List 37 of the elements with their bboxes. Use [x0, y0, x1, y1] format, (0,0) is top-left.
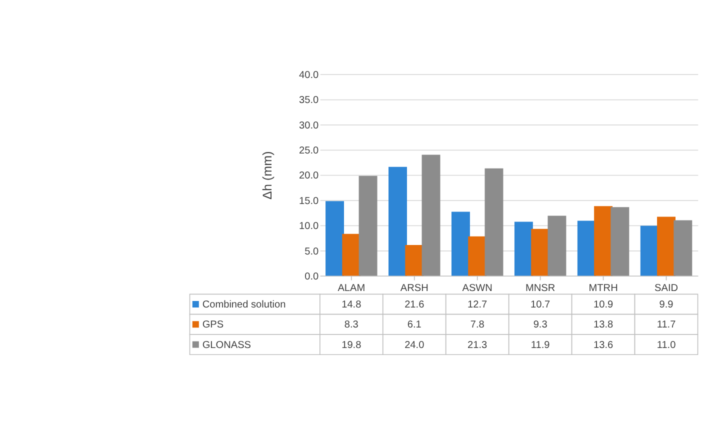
data-label: 24.0 [404, 340, 425, 351]
y-tick-label: 40.0 [299, 70, 320, 81]
data-label: 7.8 [470, 320, 485, 331]
data-label: 9.3 [533, 320, 548, 331]
data-label: 11.0 [656, 340, 676, 351]
x-tick-label: ARSH [400, 283, 428, 294]
y-tick-label: 25.0 [299, 146, 320, 157]
data-label: 19.8 [342, 340, 362, 351]
y-tick-label: 30.0 [299, 120, 320, 132]
y-tick-label: 20.0 [299, 170, 320, 182]
data-label: 10.9 [594, 300, 614, 311]
y-tick-label: 35.0 [299, 95, 320, 106]
data-label: 13.8 [594, 320, 614, 331]
data-label: 8.3 [344, 320, 359, 331]
y-tick-label: 5.0 [304, 246, 320, 258]
legend-label: Combined solution [202, 300, 286, 311]
y-axis-title: Δh (mm) [260, 151, 274, 200]
y-tick-label: 0.0 [304, 271, 320, 282]
y-tick-label: 10.0 [299, 221, 320, 232]
data-label: 6.1 [407, 320, 422, 331]
legend-label: GPS [202, 320, 224, 331]
x-tick-label: ASWN [462, 283, 492, 294]
data-label: 11.9 [530, 340, 550, 351]
data-label: 14.8 [342, 300, 362, 311]
y-tick-label: 15.0 [299, 196, 320, 207]
data-label: 13.6 [594, 340, 614, 351]
x-tick-label: SAID [654, 283, 678, 294]
data-label: 12.7 [468, 300, 488, 311]
x-tick-label: MTRH [588, 283, 618, 294]
legend-label: GLONASS [202, 340, 252, 351]
data-label: 21.6 [404, 300, 425, 311]
x-tick-label: ALAM [338, 283, 366, 294]
data-label: 11.7 [656, 320, 676, 331]
data-label: 21.3 [468, 340, 488, 351]
x-tick-label: MNSR [526, 283, 556, 294]
data-label: 10.7 [530, 300, 551, 311]
data-label: 9.9 [659, 300, 674, 311]
